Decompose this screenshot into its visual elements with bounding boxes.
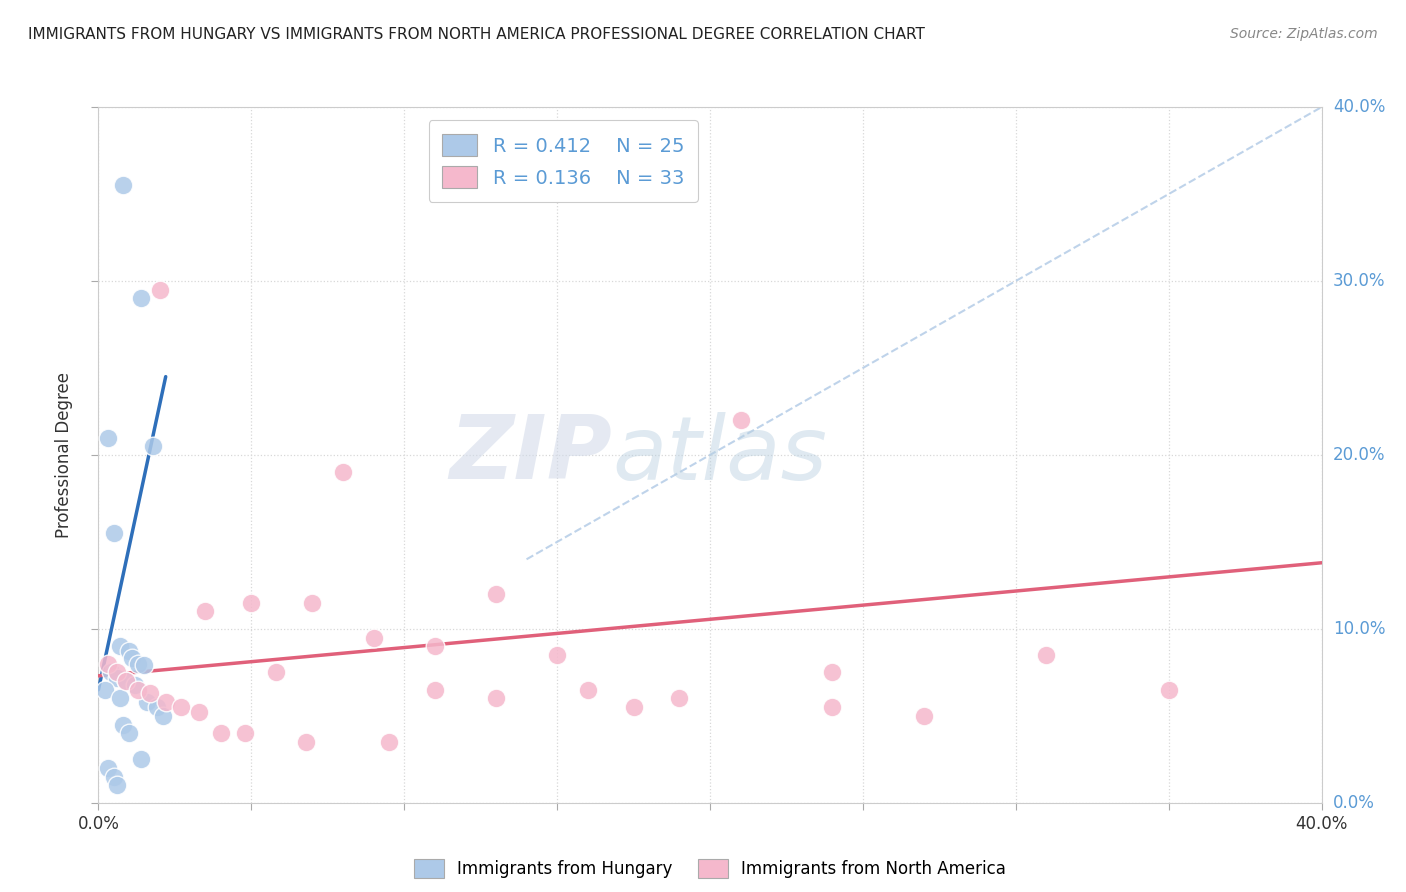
- Point: [194, 605, 217, 619]
- Text: 10.0%: 10.0%: [1333, 620, 1385, 638]
- Point: [730, 413, 752, 427]
- Legend: Immigrants from Hungary, Immigrants from North America: Immigrants from Hungary, Immigrants from…: [408, 853, 1012, 885]
- Point: [115, 674, 138, 689]
- Point: [485, 691, 508, 706]
- Y-axis label: Professional Degree: Professional Degree: [55, 372, 73, 538]
- Text: 0.0%: 0.0%: [1333, 794, 1375, 812]
- Point: [136, 695, 159, 709]
- Text: 30.0%: 30.0%: [1333, 272, 1385, 290]
- Point: [821, 700, 844, 714]
- Point: [108, 691, 131, 706]
- Text: Source: ZipAtlas.com: Source: ZipAtlas.com: [1230, 27, 1378, 41]
- Point: [576, 682, 599, 697]
- Point: [546, 648, 568, 662]
- Point: [423, 639, 446, 653]
- Point: [240, 596, 263, 610]
- Point: [105, 671, 128, 685]
- Point: [121, 651, 143, 665]
- Point: [97, 431, 120, 445]
- Point: [97, 657, 120, 671]
- Point: [295, 735, 318, 749]
- Point: [378, 735, 401, 749]
- Point: [134, 658, 156, 673]
- Point: [332, 466, 354, 480]
- Point: [668, 691, 690, 706]
- Point: [142, 439, 165, 453]
- Text: IMMIGRANTS FROM HUNGARY VS IMMIGRANTS FROM NORTH AMERICA PROFESSIONAL DEGREE COR: IMMIGRANTS FROM HUNGARY VS IMMIGRANTS FR…: [28, 27, 925, 42]
- Point: [118, 644, 141, 658]
- Point: [129, 291, 152, 305]
- Point: [145, 700, 167, 714]
- Point: [129, 752, 152, 766]
- Point: [127, 657, 149, 671]
- Point: [103, 526, 125, 541]
- Point: [209, 726, 232, 740]
- Text: ZIP: ZIP: [450, 411, 612, 499]
- Point: [97, 761, 120, 775]
- Text: atlas: atlas: [612, 412, 827, 498]
- Point: [423, 682, 446, 697]
- Point: [1157, 682, 1180, 697]
- Point: [105, 778, 128, 792]
- Point: [264, 665, 287, 680]
- Point: [1035, 648, 1057, 662]
- Point: [124, 677, 146, 691]
- Point: [363, 631, 385, 645]
- Point: [127, 682, 149, 697]
- Point: [118, 726, 141, 740]
- Point: [233, 726, 256, 740]
- Point: [623, 700, 645, 714]
- Point: [105, 665, 128, 680]
- Point: [821, 665, 844, 680]
- Point: [108, 639, 131, 653]
- Point: [152, 708, 174, 723]
- Point: [139, 686, 162, 700]
- Point: [115, 674, 138, 689]
- Point: [111, 717, 134, 731]
- Point: [149, 283, 172, 297]
- Point: [100, 665, 122, 680]
- Point: [188, 706, 211, 720]
- Point: [485, 587, 508, 601]
- Point: [111, 178, 134, 193]
- Point: [155, 695, 177, 709]
- Point: [93, 682, 115, 697]
- Text: 20.0%: 20.0%: [1333, 446, 1385, 464]
- Point: [912, 708, 935, 723]
- Point: [103, 770, 125, 784]
- Point: [170, 700, 193, 714]
- Point: [301, 596, 323, 610]
- Text: 40.0%: 40.0%: [1333, 98, 1385, 116]
